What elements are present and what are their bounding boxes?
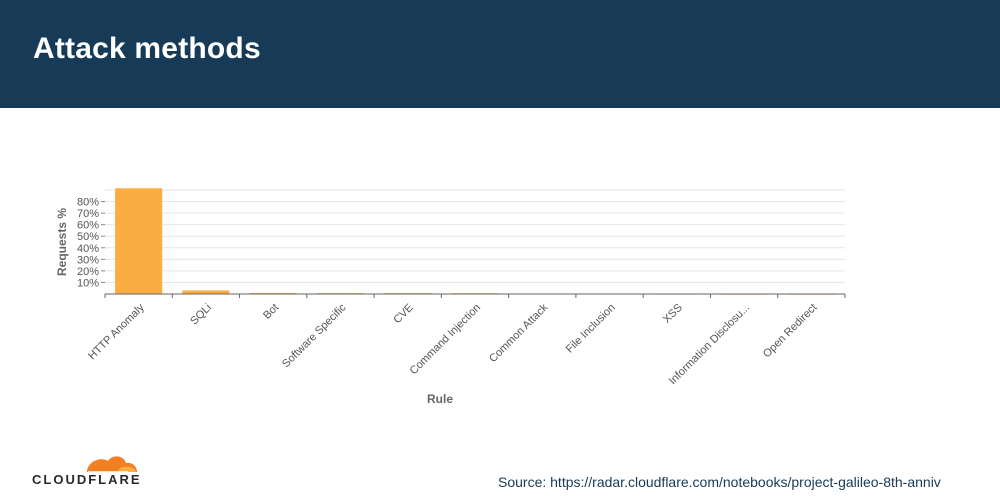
y-axis: 10%20%30%40%50%60%70%80% bbox=[77, 197, 105, 289]
x-tick-label: SQLi bbox=[188, 302, 214, 328]
x-tick-label: Bot bbox=[261, 302, 281, 322]
x-tick-label: XSS bbox=[661, 302, 685, 326]
x-tick-label: Command Injection bbox=[408, 302, 484, 378]
x-tick-label: Open Redirect bbox=[761, 302, 820, 361]
x-tick-label: CVE bbox=[391, 302, 415, 326]
y-tick-label: 30% bbox=[77, 254, 99, 266]
header-banner: Attack methods bbox=[0, 0, 1000, 108]
bar-http-anomaly bbox=[115, 188, 163, 294]
page-title: Attack methods bbox=[33, 32, 261, 65]
y-tick-label: 50% bbox=[77, 231, 99, 243]
y-tick-label: 20% bbox=[77, 266, 99, 278]
bar-chart: 10%20%30%40%50%60%70%80% HTTP Anomaly SQL… bbox=[55, 188, 846, 406]
cloudflare-wordmark: CLOUDFLARE bbox=[32, 472, 142, 487]
y-tick-label: 10% bbox=[77, 277, 99, 289]
chart-grid bbox=[105, 189, 845, 283]
y-tick-label: 70% bbox=[77, 208, 99, 220]
x-tick-label: HTTP Anomaly bbox=[86, 301, 147, 362]
x-tick-label: Software Specific bbox=[280, 301, 349, 370]
y-tick-label: 60% bbox=[77, 220, 99, 232]
cloudflare-logo-icon bbox=[87, 456, 137, 473]
y-tick-label: 40% bbox=[77, 243, 99, 255]
x-axis-title: Rule bbox=[427, 392, 453, 406]
x-tick-label: Common Attack bbox=[487, 301, 551, 365]
bar-bot bbox=[249, 292, 297, 294]
y-tick-label: 80% bbox=[77, 197, 99, 209]
chart-bars bbox=[115, 188, 835, 295]
source-link[interactable]: Source: https://radar.cloudflare.com/not… bbox=[498, 474, 941, 490]
x-tick-label: File Inclusion bbox=[564, 302, 618, 356]
bar-sqli bbox=[182, 290, 230, 294]
y-axis-title: Requests % bbox=[55, 208, 69, 276]
